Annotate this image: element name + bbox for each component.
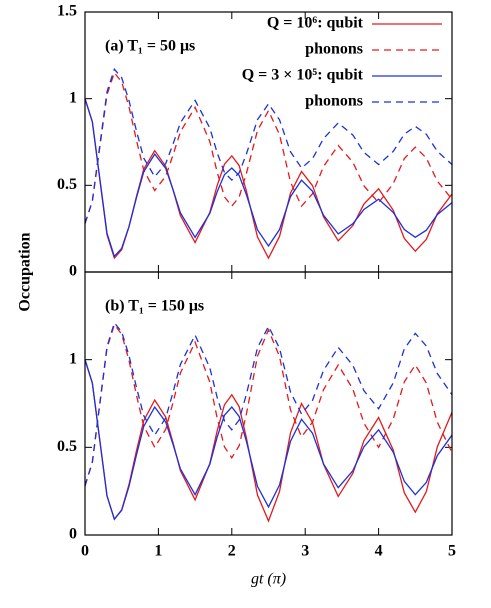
- legend-label: Q = 10⁶: qubit: [267, 15, 364, 32]
- y-tick-label: 0.5: [57, 438, 77, 455]
- x-tick-label: 0: [81, 543, 89, 560]
- y-tick-label: 0: [69, 526, 77, 543]
- y-axis-label: Occupation: [17, 232, 34, 311]
- y-tick-label: 0.5: [57, 176, 77, 193]
- y-tick-label: 1: [69, 89, 77, 106]
- series-line: [84, 323, 453, 487]
- series-line: [84, 98, 453, 260]
- legend-label: Q = 3 × 10⁵: qubit: [242, 67, 364, 84]
- panel-annotation: (b) T₁ = 150 μs: [105, 298, 204, 315]
- x-tick-label: 3: [301, 543, 309, 560]
- y-tick-label: 0: [69, 263, 77, 280]
- panel-annotation: (a) T₁ = 50 μs: [105, 38, 195, 55]
- x-tick-label: 5: [448, 543, 456, 560]
- series-line: [84, 359, 453, 521]
- x-tick-label: 4: [375, 543, 383, 560]
- series-line: [84, 321, 453, 487]
- x-tick-label: 2: [228, 543, 236, 560]
- legend-label: phonons: [305, 41, 363, 58]
- x-tick-label: 1: [154, 543, 162, 560]
- x-axis-label: gt (π): [251, 571, 286, 588]
- y-tick-label: 1: [69, 350, 77, 367]
- plot-frame: [84, 271, 453, 536]
- series-line: [84, 67, 453, 224]
- series-line: [84, 71, 453, 224]
- legend-label: phonons: [305, 93, 363, 110]
- y-tick-label: 1.5: [57, 3, 77, 20]
- series-line: [84, 98, 453, 258]
